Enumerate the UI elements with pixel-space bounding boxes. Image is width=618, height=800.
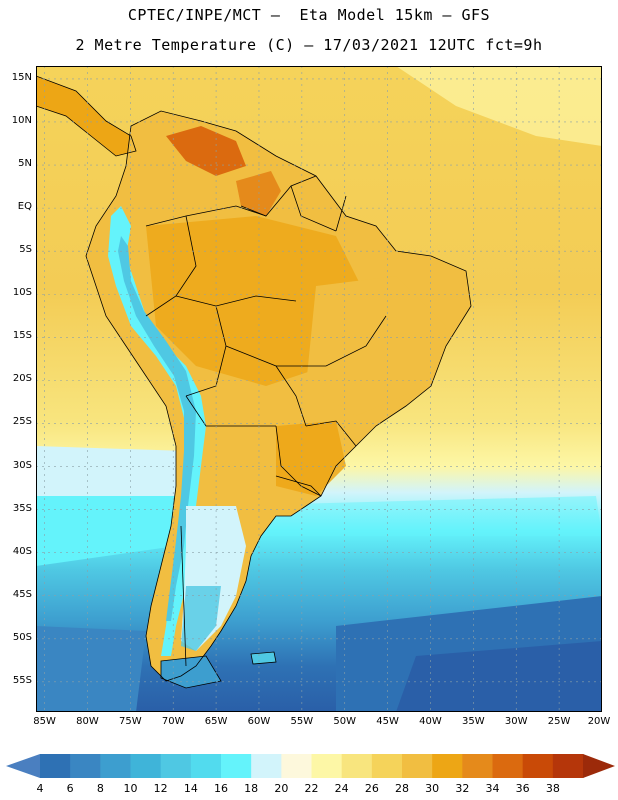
colorbar-tick-label: 32 [455, 782, 470, 795]
colorbar-tick-label: 14 [183, 782, 198, 795]
lon-tick-label: 45W [376, 716, 399, 727]
colorbar-bin [160, 754, 192, 778]
colorbar-tick-label: 24 [334, 782, 349, 795]
colorbar-tick-label: 36 [515, 782, 530, 795]
lon-tick-label: 75W [119, 716, 142, 727]
lat-tick-label: 15S [12, 330, 32, 342]
colorbar-bin [281, 754, 312, 778]
colorbar-bin [130, 754, 162, 778]
colorbar-bin [402, 754, 433, 778]
brazil-warm [306, 276, 446, 416]
falklands [251, 652, 276, 664]
colorbar-bin [221, 754, 252, 778]
colorbar-bin [251, 754, 282, 778]
colorbar-bin [462, 754, 493, 778]
map-canvas [36, 66, 602, 712]
colorbar-bin [40, 754, 71, 778]
lon-tick-label: 85W [33, 716, 56, 727]
ocean-patches [36, 66, 602, 712]
colorbar-tick-label: 20 [274, 782, 289, 795]
colorbar-bin [190, 754, 222, 778]
colorbar-tick-label: 8 [96, 782, 104, 795]
map-subtitle: 2 Metre Temperature (C) – 17/03/2021 12U… [75, 36, 543, 54]
map-border [36, 66, 602, 712]
colorbar-tick-label: 38 [545, 782, 560, 795]
colorbar-tick-label: 22 [304, 782, 319, 795]
colorbar-tick-label: 28 [395, 782, 409, 795]
lat-tick-label: 45S [12, 588, 32, 600]
lat-tick-label: 5N [18, 158, 32, 170]
lon-tick-label: 40W [419, 716, 442, 727]
south-brazil [276, 421, 346, 496]
tierra-del-fuego [161, 656, 221, 688]
colorbar-bin [341, 754, 373, 778]
colorbar-tick-label: 26 [364, 782, 379, 795]
colorbar-tick-label: 16 [214, 782, 228, 795]
map-title: CPTEC/INPE/MCT – Eta Model 15km – GFS [127, 6, 491, 24]
lon-tick-label: 20W [587, 716, 611, 727]
lon-tick-label: 50W [333, 716, 357, 727]
country-borders [36, 75, 472, 689]
colorbar-bin [70, 754, 101, 778]
colorbar-tick-label: 6 [66, 782, 74, 795]
lat-tick-label: 25S [12, 416, 32, 428]
guiana-heat [236, 171, 281, 216]
colorbar-tick-label: 34 [485, 782, 500, 795]
lat-tick-label: 10N [11, 114, 32, 126]
lon-tick-label: 30W [504, 716, 528, 727]
lat-tick-label: EQ [17, 201, 32, 213]
colorbar-under-arrow [6, 754, 40, 778]
lat-tick-label: 35S [12, 502, 32, 514]
central-america [36, 76, 136, 156]
lon-tick-label: 80W [76, 716, 99, 727]
land-masses [36, 76, 471, 688]
graticule [36, 66, 602, 712]
northern-heat-core [166, 126, 246, 176]
temperature-map [36, 66, 602, 712]
colorbar-tick-label: 18 [244, 782, 259, 795]
lat-tick-label: 50S [12, 631, 32, 643]
andes-core [118, 236, 196, 621]
patagonia-cold [181, 586, 221, 651]
colorbar-tick-label: 12 [153, 782, 168, 795]
colorbar-over-arrow [583, 754, 615, 778]
lon-tick-label: 70W [161, 716, 185, 727]
colorbar-bin [492, 754, 524, 778]
colorbar-bin [371, 754, 403, 778]
lon-tick-label: 55W [290, 716, 314, 727]
temperature-colorbar [6, 754, 615, 778]
colorbar-bin [311, 754, 343, 778]
lat-tick-label: 30S [12, 459, 32, 471]
colorbar-tick-label: 30 [425, 782, 440, 795]
colorbar-tick-label: 4 [36, 782, 44, 795]
lon-tick-label: 35W [462, 716, 485, 727]
lon-tick-label: 25W [547, 716, 571, 727]
colorbar-bin [432, 754, 463, 778]
lat-tick-label: 20S [12, 373, 32, 385]
colorbar-bin [522, 754, 554, 778]
lat-tick-label: 10S [12, 287, 32, 299]
lat-tick-label: 5S [19, 244, 32, 256]
lat-tick-label: 40S [12, 545, 32, 557]
colorbar-tick-label: 10 [123, 782, 138, 795]
lon-tick-label: 60W [247, 716, 271, 727]
colorbar-bin [100, 754, 131, 778]
lon-tick-label: 65W [204, 716, 228, 727]
lat-tick-label: 55S [12, 674, 32, 686]
colorbar-bin [552, 754, 584, 778]
lat-tick-label: 15N [11, 71, 32, 83]
